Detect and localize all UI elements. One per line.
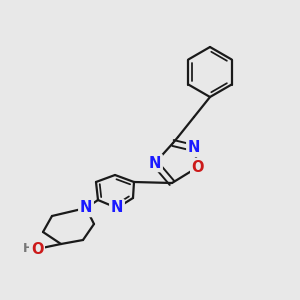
Text: N: N xyxy=(80,200,92,215)
Text: O: O xyxy=(31,242,43,256)
Text: N: N xyxy=(111,200,123,215)
Text: O: O xyxy=(192,160,204,175)
Text: N: N xyxy=(149,155,161,170)
Text: N: N xyxy=(188,140,200,155)
Text: H: H xyxy=(23,242,33,254)
